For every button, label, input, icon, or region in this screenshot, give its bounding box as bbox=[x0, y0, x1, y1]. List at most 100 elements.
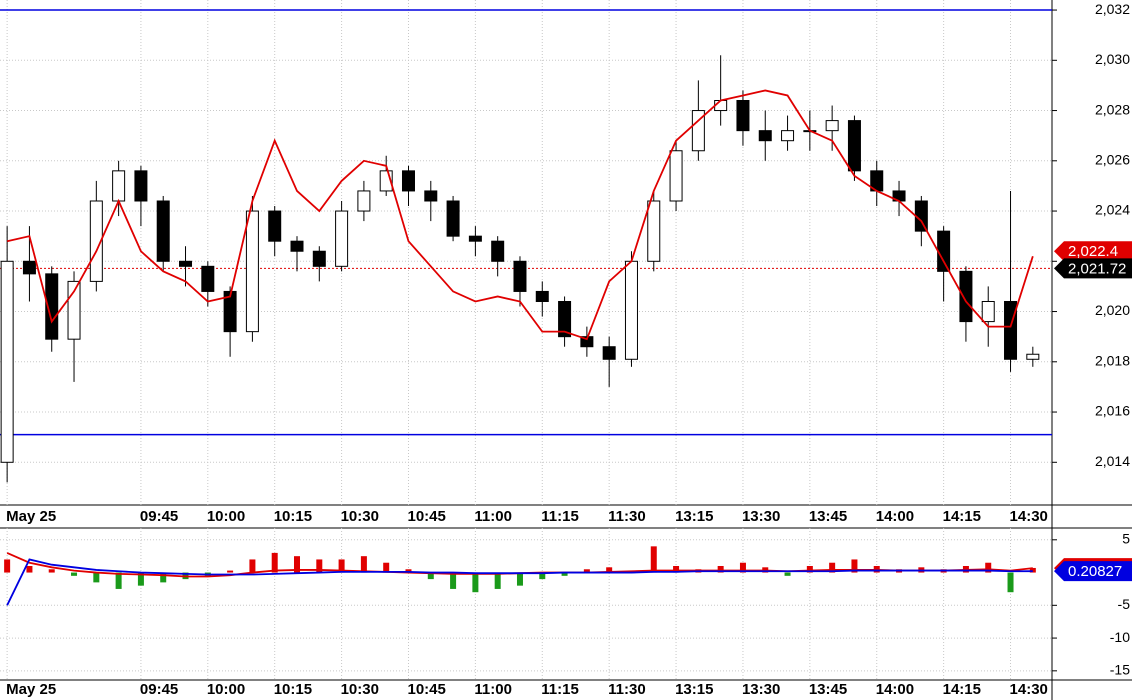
histogram-bar bbox=[294, 556, 301, 573]
x-tick-label: 09:45 bbox=[140, 508, 178, 525]
candle-body bbox=[1004, 300, 1018, 360]
histogram-bar bbox=[1029, 567, 1036, 573]
candle-body bbox=[335, 210, 349, 267]
histogram-bar bbox=[784, 572, 791, 576]
x-tick-label: 11:15 bbox=[541, 508, 579, 525]
histogram-bar bbox=[606, 567, 613, 573]
y-tick-label: 2,024 bbox=[1095, 202, 1130, 218]
candle-body bbox=[1026, 353, 1040, 360]
x-tick-label: 09:45 bbox=[140, 681, 178, 698]
x-tick-label: 14:30 bbox=[1010, 508, 1048, 525]
histogram-bar bbox=[71, 572, 78, 576]
candle-body bbox=[758, 130, 772, 142]
candle-body bbox=[535, 290, 549, 302]
candle-body bbox=[847, 120, 861, 172]
x-tick-label: 14:00 bbox=[876, 681, 914, 698]
candle-body bbox=[959, 270, 973, 323]
x-tick-label: 11:00 bbox=[474, 508, 512, 525]
y-tick-label: -15 bbox=[1110, 662, 1130, 678]
histogram-bar bbox=[26, 566, 33, 573]
candle-body bbox=[937, 230, 951, 272]
histogram-bar bbox=[383, 562, 390, 573]
x-tick-label: May 25 bbox=[6, 681, 56, 698]
candle-body bbox=[558, 300, 572, 338]
histogram-bar bbox=[739, 562, 746, 573]
candle-body bbox=[156, 200, 170, 262]
candle-body bbox=[401, 170, 415, 192]
histogram-bar bbox=[450, 572, 457, 589]
histogram-bar bbox=[115, 572, 122, 589]
candle-body bbox=[691, 110, 705, 152]
candle-body bbox=[89, 200, 103, 282]
histogram-bar bbox=[249, 559, 256, 573]
y-tick-label: 2,016 bbox=[1095, 403, 1130, 419]
candle-body bbox=[45, 273, 59, 340]
candle-body bbox=[647, 200, 661, 262]
histogram-bar bbox=[137, 572, 144, 586]
x-tick-label: 13:45 bbox=[809, 508, 847, 525]
candle-body bbox=[914, 200, 928, 232]
price-tag-label: 2,022.4 bbox=[1068, 243, 1118, 260]
histogram-bar bbox=[271, 552, 278, 573]
x-tick-label: 10:15 bbox=[274, 681, 312, 698]
candle-body bbox=[624, 260, 638, 360]
candle-body bbox=[825, 120, 839, 132]
candle-body bbox=[179, 260, 193, 267]
candle-body bbox=[468, 235, 482, 242]
histogram-bar bbox=[160, 572, 167, 583]
x-tick-label: 13:45 bbox=[809, 681, 847, 698]
y-tick-label: -5 bbox=[1118, 596, 1131, 612]
histogram-bar bbox=[806, 566, 813, 573]
candle-body bbox=[736, 99, 750, 132]
histogram-bar bbox=[561, 572, 568, 576]
overlay-line bbox=[6, 89, 1034, 341]
histogram-bar bbox=[1007, 572, 1014, 593]
histogram-bar bbox=[650, 546, 657, 573]
x-tick-label: 13:15 bbox=[675, 681, 713, 698]
histogram-bar bbox=[472, 572, 479, 593]
price-tag-label: 0.20827 bbox=[1068, 563, 1122, 580]
y-tick-label: -10 bbox=[1110, 629, 1130, 645]
x-tick-label: 11:30 bbox=[608, 508, 646, 525]
x-tick-label: 14:15 bbox=[943, 508, 981, 525]
candle-body bbox=[22, 260, 36, 275]
candle-body bbox=[134, 170, 148, 202]
candle-body bbox=[223, 290, 237, 333]
candle-body bbox=[669, 150, 683, 202]
histogram-bar bbox=[227, 570, 234, 573]
y-tick-label: 2,020 bbox=[1095, 302, 1130, 318]
candle-body bbox=[112, 170, 126, 202]
candle-body bbox=[0, 260, 14, 463]
histogram-bar bbox=[583, 569, 590, 573]
histogram-bar bbox=[717, 566, 724, 573]
histogram-bar bbox=[93, 572, 100, 583]
price-tag bbox=[1054, 561, 1132, 582]
y-tick-label: 2,018 bbox=[1095, 352, 1130, 368]
price-tag bbox=[1054, 258, 1132, 279]
histogram-bar bbox=[360, 556, 367, 573]
price-tag-label: 2,021.72 bbox=[1068, 260, 1126, 277]
candle-body bbox=[602, 346, 616, 360]
candle-body bbox=[981, 300, 995, 323]
histogram-bar bbox=[985, 562, 992, 573]
candle-body bbox=[290, 240, 304, 252]
candle-body bbox=[312, 250, 326, 267]
histogram-bar bbox=[494, 572, 501, 589]
x-tick-label: 10:00 bbox=[207, 508, 245, 525]
candle-body bbox=[446, 200, 460, 237]
candle-body bbox=[580, 336, 594, 348]
histogram-bar bbox=[516, 572, 523, 586]
candle-body bbox=[201, 265, 215, 292]
histogram-bar bbox=[48, 569, 55, 573]
x-tick-label: 10:15 bbox=[274, 508, 312, 525]
histogram-bar bbox=[4, 559, 11, 573]
y-tick-label: 2,014 bbox=[1095, 453, 1130, 469]
candle-body bbox=[714, 99, 728, 112]
indicator-line bbox=[6, 558, 1033, 606]
x-tick-label: 10:00 bbox=[207, 681, 245, 698]
candle-body bbox=[491, 240, 505, 262]
x-tick-label: 13:30 bbox=[742, 508, 780, 525]
histogram-bar bbox=[405, 569, 412, 573]
